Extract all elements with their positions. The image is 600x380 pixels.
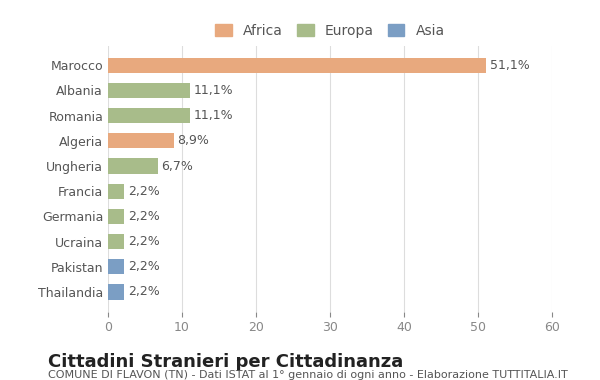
Bar — [108, 58, 486, 73]
Text: 2,2%: 2,2% — [128, 185, 160, 198]
Text: 8,9%: 8,9% — [178, 134, 209, 147]
Text: 2,2%: 2,2% — [128, 285, 160, 298]
Bar — [108, 184, 124, 199]
Text: 11,1%: 11,1% — [194, 109, 233, 122]
Bar — [108, 83, 190, 98]
Bar — [108, 133, 174, 148]
Bar — [108, 158, 158, 174]
Text: Cittadini Stranieri per Cittadinanza: Cittadini Stranieri per Cittadinanza — [48, 353, 403, 371]
Text: 2,2%: 2,2% — [128, 235, 160, 248]
Text: 11,1%: 11,1% — [194, 84, 233, 97]
Text: 6,7%: 6,7% — [161, 160, 193, 173]
Bar — [108, 108, 190, 123]
Bar — [108, 259, 124, 274]
Text: 2,2%: 2,2% — [128, 210, 160, 223]
Text: 2,2%: 2,2% — [128, 260, 160, 273]
Text: COMUNE DI FLAVON (TN) - Dati ISTAT al 1° gennaio di ogni anno - Elaborazione TUT: COMUNE DI FLAVON (TN) - Dati ISTAT al 1°… — [48, 370, 568, 380]
Text: 51,1%: 51,1% — [490, 59, 530, 72]
Bar — [108, 234, 124, 249]
Legend: Africa, Europa, Asia: Africa, Europa, Asia — [210, 18, 450, 43]
Bar — [108, 209, 124, 224]
Bar — [108, 284, 124, 299]
